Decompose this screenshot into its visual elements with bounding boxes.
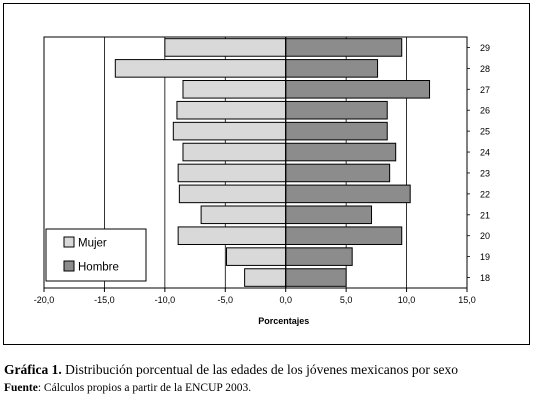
age-label: 29 bbox=[480, 43, 490, 53]
x-tick-label: -5,0 bbox=[218, 295, 234, 305]
age-label: 21 bbox=[480, 210, 490, 220]
x-tick-label: -10,0 bbox=[155, 295, 176, 305]
age-label: 24 bbox=[480, 148, 490, 158]
figure-caption: Gráfica 1. Distribución porcentual de la… bbox=[4, 362, 458, 378]
bar-hombre-24 bbox=[285, 142, 397, 162]
source-label: Fuente bbox=[4, 382, 38, 394]
bar-hombre-19 bbox=[285, 247, 353, 266]
x-tick-label: 10,0 bbox=[398, 295, 416, 305]
x-tick-label: 0,0 bbox=[279, 295, 292, 305]
age-label: 19 bbox=[480, 252, 490, 262]
caption-text: Distribución porcentual de las edades de… bbox=[61, 362, 459, 377]
bar-hombre-26 bbox=[285, 100, 388, 120]
legend-box bbox=[45, 228, 147, 282]
source-text: : Cálculos propios a partir de la ENCUP … bbox=[37, 382, 252, 394]
age-label: 18 bbox=[480, 273, 490, 283]
age-label: 20 bbox=[480, 231, 490, 241]
x-axis-title: Porcentajes bbox=[258, 316, 309, 326]
bar-mujer-24 bbox=[182, 142, 287, 162]
age-label: 25 bbox=[480, 127, 490, 137]
bar-hombre-21 bbox=[285, 205, 373, 225]
bar-mujer-22 bbox=[178, 184, 287, 204]
bar-mujer-18 bbox=[244, 268, 287, 287]
chart-frame: -20,0 -15,0 -10,0 -5,0 0,0 5,0 10,0 15,0 18 19 20 2… bbox=[3, 3, 530, 345]
x-tick-label: -20,0 bbox=[34, 295, 55, 305]
bar-hombre-28 bbox=[285, 59, 379, 78]
bar-mujer-28 bbox=[114, 59, 287, 78]
caption-label: Gráfica 1. bbox=[4, 362, 62, 377]
bar-mujer-19 bbox=[225, 247, 287, 266]
bar-mujer-26 bbox=[176, 100, 287, 120]
x-tick-label: 5,0 bbox=[340, 295, 353, 305]
bar-hombre-27 bbox=[285, 80, 431, 99]
bar-hombre-20 bbox=[285, 226, 403, 245]
figure-source: Fuente: Cálculos propios a partir de la … bbox=[4, 382, 251, 394]
legend-label-mujer: Mujer bbox=[78, 238, 107, 250]
age-label: 23 bbox=[480, 168, 490, 178]
age-label: 26 bbox=[480, 106, 490, 116]
x-tick-label: -15,0 bbox=[94, 295, 115, 305]
bar-mujer-20 bbox=[177, 226, 287, 245]
bar-mujer-25 bbox=[172, 121, 287, 141]
bar-mujer-23 bbox=[177, 163, 287, 183]
legend-swatch-hombre bbox=[63, 260, 75, 272]
bar-hombre-29 bbox=[285, 38, 403, 57]
age-label: 27 bbox=[480, 85, 490, 95]
bar-mujer-29 bbox=[164, 38, 287, 57]
bar-hombre-18 bbox=[285, 268, 347, 287]
x-tick-label: 15,0 bbox=[458, 295, 476, 305]
legend-swatch-mujer bbox=[63, 236, 75, 248]
bar-hombre-22 bbox=[285, 184, 411, 204]
bar-hombre-23 bbox=[285, 163, 391, 183]
age-label: 28 bbox=[480, 64, 490, 74]
legend-label-hombre: Hombre bbox=[78, 262, 119, 274]
bar-hombre-25 bbox=[285, 121, 388, 141]
bar-mujer-21 bbox=[200, 205, 287, 225]
pyramid-chart: -20,0 -15,0 -10,0 -5,0 0,0 5,0 10,0 15,0 18 19 20 2… bbox=[34, 36, 490, 326]
age-label: 22 bbox=[480, 189, 490, 199]
bar-mujer-27 bbox=[182, 80, 287, 99]
